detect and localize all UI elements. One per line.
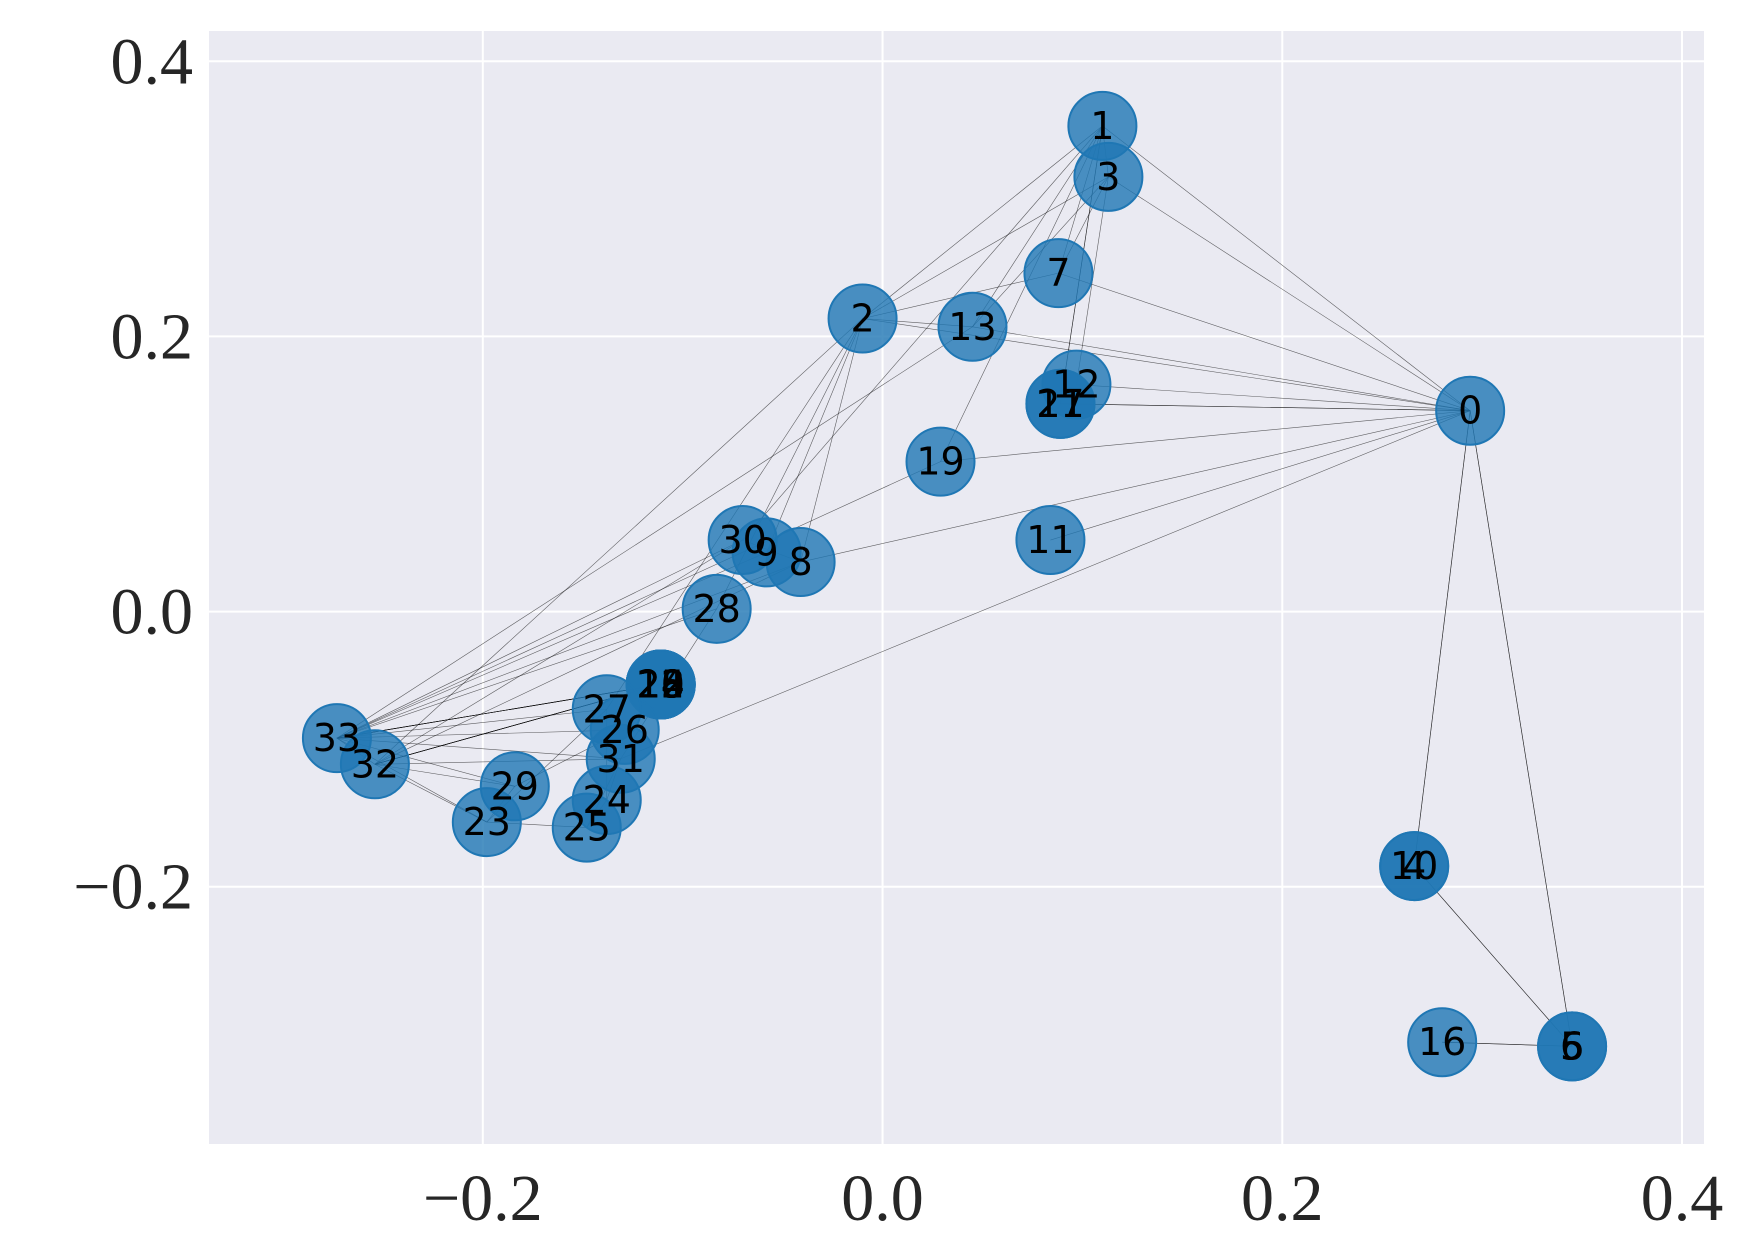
node — [681, 573, 752, 644]
edge — [972, 326, 1471, 412]
edge — [862, 125, 1103, 319]
node — [937, 291, 1008, 362]
node-label: 9 — [755, 530, 779, 574]
edge — [1469, 410, 1573, 1047]
node-label: 31 — [597, 737, 645, 781]
edge — [766, 318, 863, 553]
edge — [374, 318, 863, 765]
node — [479, 751, 550, 822]
edge — [1108, 176, 1471, 411]
node-label: 27 — [583, 687, 631, 731]
node — [1407, 1007, 1478, 1078]
node — [1073, 141, 1144, 212]
node-label: 29 — [491, 764, 539, 808]
x-tick-label: −0.2 — [423, 1162, 543, 1235]
node-label: 3 — [1096, 155, 1120, 199]
node — [1537, 1011, 1608, 1082]
node — [1015, 505, 1086, 576]
node — [1023, 238, 1094, 309]
node-label: 19 — [916, 440, 964, 484]
node — [551, 792, 622, 863]
edge — [800, 410, 1471, 563]
y-tick-label: 0.2 — [111, 300, 194, 373]
node — [905, 426, 976, 497]
node-label: 32 — [351, 742, 399, 786]
x-tick-label: 0.0 — [841, 1162, 924, 1235]
node — [707, 505, 778, 576]
node-label: 15 — [637, 662, 685, 706]
node — [827, 283, 898, 354]
node-label: 18 — [637, 662, 685, 706]
edge — [336, 608, 717, 739]
node-label: 12 — [1052, 363, 1100, 407]
node-label: 17 — [1036, 382, 1084, 426]
edge — [1050, 410, 1471, 541]
x-tick-label: 0.4 — [1641, 1162, 1724, 1235]
node-label: 21 — [1036, 382, 1084, 426]
node-label: 5 — [1560, 1024, 1584, 1068]
edge — [1102, 125, 1471, 411]
node-label: 30 — [718, 518, 766, 562]
node — [301, 703, 372, 774]
edge — [336, 461, 941, 739]
node-label: 23 — [463, 800, 511, 844]
node-label: 7 — [1046, 251, 1070, 295]
node — [1435, 375, 1506, 446]
edge — [1413, 410, 1471, 867]
y-tick-label: 0.0 — [111, 576, 194, 649]
node-label: 0 — [1458, 389, 1482, 433]
node-label: 20 — [637, 662, 685, 706]
node-label: 8 — [789, 540, 813, 584]
edge — [620, 410, 1471, 760]
node — [585, 723, 656, 794]
node-label: 25 — [563, 806, 611, 850]
node-label: 26 — [601, 708, 649, 752]
x-tick-label: 0.2 — [1241, 1162, 1324, 1235]
node-label: 4 — [1402, 844, 1426, 888]
node-label: 28 — [692, 587, 740, 631]
y-tick-label: −0.2 — [73, 851, 193, 924]
node-label: 10 — [1390, 844, 1438, 888]
edge — [742, 125, 1103, 541]
node-label: 1 — [1090, 104, 1114, 148]
node-label: 16 — [1418, 1020, 1466, 1064]
edge — [940, 410, 1471, 462]
edge — [862, 176, 1109, 319]
node — [1025, 368, 1096, 439]
y-tick-label: 0.4 — [111, 25, 194, 98]
node-label: 2 — [850, 297, 874, 341]
edge — [1413, 865, 1573, 1047]
edge — [1076, 384, 1471, 412]
node — [1379, 831, 1450, 902]
node-label: 14 — [637, 662, 685, 706]
edge — [800, 318, 863, 563]
node-label: 11 — [1026, 518, 1074, 562]
edge — [1060, 403, 1471, 412]
node-label: 6 — [1560, 1024, 1584, 1068]
node-label: 13 — [948, 305, 996, 349]
node-label: 22 — [637, 662, 685, 706]
plot-area — [209, 31, 1704, 1144]
edge — [374, 539, 743, 765]
edge — [1058, 272, 1471, 411]
node-label: 24 — [583, 778, 631, 822]
edge — [336, 539, 743, 739]
node-label: 33 — [313, 716, 361, 760]
edge — [336, 326, 973, 739]
